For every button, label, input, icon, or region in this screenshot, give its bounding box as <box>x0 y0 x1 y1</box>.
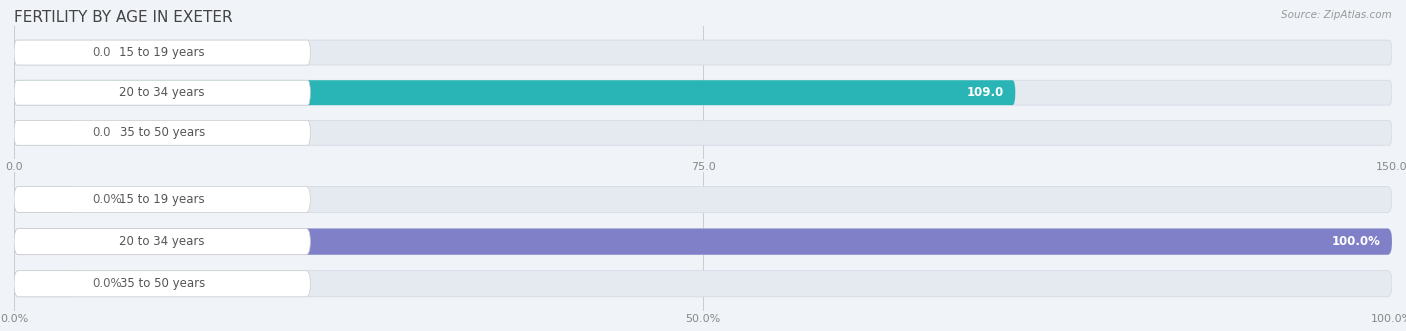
FancyBboxPatch shape <box>14 40 311 65</box>
FancyBboxPatch shape <box>14 40 1392 65</box>
FancyBboxPatch shape <box>14 120 76 145</box>
FancyBboxPatch shape <box>14 271 311 297</box>
FancyBboxPatch shape <box>14 229 1392 255</box>
Text: 0.0: 0.0 <box>93 126 111 139</box>
Text: 20 to 34 years: 20 to 34 years <box>120 86 205 99</box>
FancyBboxPatch shape <box>14 80 1015 105</box>
FancyBboxPatch shape <box>14 80 311 105</box>
FancyBboxPatch shape <box>14 186 76 213</box>
Text: 100.0%: 100.0% <box>1331 235 1381 248</box>
FancyBboxPatch shape <box>14 186 1392 213</box>
FancyBboxPatch shape <box>14 80 1392 105</box>
FancyBboxPatch shape <box>14 120 1392 145</box>
Text: 0.0%: 0.0% <box>93 277 122 290</box>
FancyBboxPatch shape <box>14 186 311 213</box>
FancyBboxPatch shape <box>14 271 1392 297</box>
Text: 15 to 19 years: 15 to 19 years <box>120 193 205 206</box>
FancyBboxPatch shape <box>14 271 76 297</box>
Text: 0.0%: 0.0% <box>93 193 122 206</box>
Text: 35 to 50 years: 35 to 50 years <box>120 126 205 139</box>
Text: 35 to 50 years: 35 to 50 years <box>120 277 205 290</box>
Text: FERTILITY BY AGE IN EXETER: FERTILITY BY AGE IN EXETER <box>14 10 232 25</box>
FancyBboxPatch shape <box>14 40 76 65</box>
Text: 20 to 34 years: 20 to 34 years <box>120 235 205 248</box>
FancyBboxPatch shape <box>14 120 311 145</box>
Text: Source: ZipAtlas.com: Source: ZipAtlas.com <box>1281 10 1392 20</box>
FancyBboxPatch shape <box>14 229 311 255</box>
Text: 15 to 19 years: 15 to 19 years <box>120 46 205 59</box>
Text: 0.0: 0.0 <box>93 46 111 59</box>
Text: 109.0: 109.0 <box>967 86 1004 99</box>
FancyBboxPatch shape <box>14 229 1392 255</box>
